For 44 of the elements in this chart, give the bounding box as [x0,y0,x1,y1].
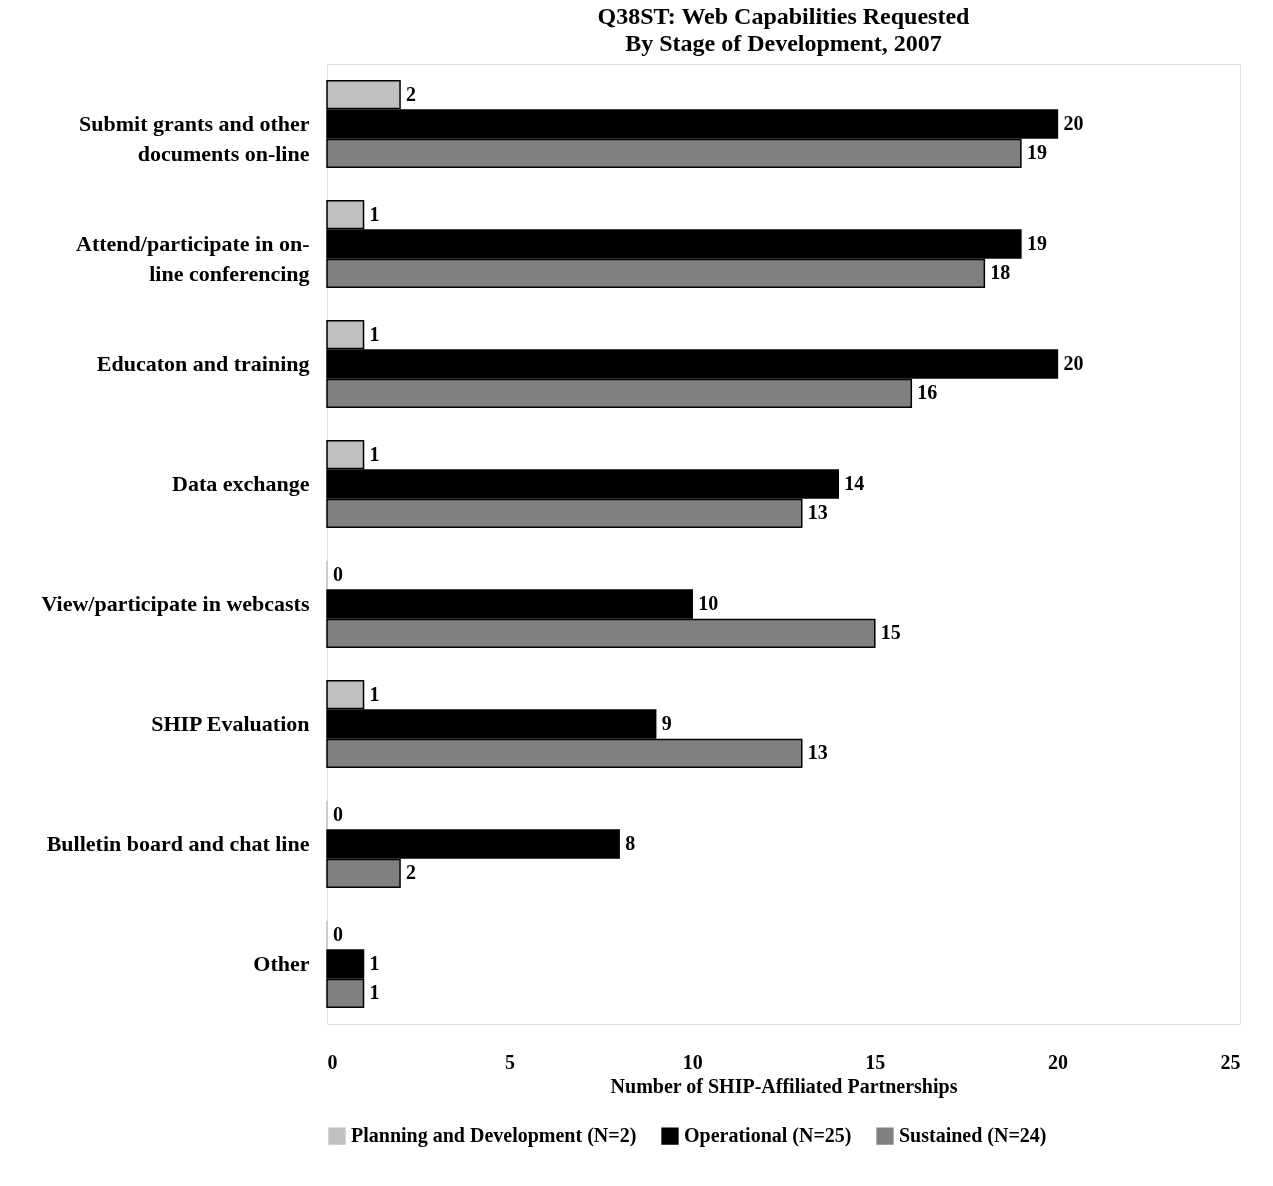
data-label: 1 [369,952,380,974]
y-tick-label: Submit grants and other documents on-line [79,111,310,166]
x-axis-title: Number of SHIP-Affiliated Partnerships [610,1074,958,1098]
data-label: 15 [880,621,901,644]
data-label: 13 [807,741,828,764]
legend-label: Sustained (N=24) [899,1124,1047,1148]
y-tick-label: Other [253,951,310,976]
y-tick-label: Bulletin board and chat line [46,831,310,856]
data-label: 2 [406,861,417,884]
data-label: 0 [333,802,343,825]
data-label: 0 [333,562,343,585]
legend-label: Planning and Development (N=2) [351,1124,637,1148]
data-label: 2 [406,82,417,105]
chart-title: Q38ST: Web Capabilities Requested [597,3,971,29]
legend-label: Operational (N=25) [684,1124,852,1148]
data-label: 20 [1063,112,1084,134]
y-tick-label: Attend/participate in on-line conferencing [76,231,310,286]
y-tick-label: Data exchange [172,471,310,496]
data-label: 14 [844,472,865,494]
y-tick-label: Educaton and training [96,351,310,376]
x-tick-label: 15 [865,1050,886,1073]
data-label: 19 [1026,141,1047,164]
data-label: 1 [369,202,380,225]
y-tick-label: SHIP Evaluation [151,711,310,736]
y-tick-label: View/participate in webcasts [41,591,310,616]
data-label: 18 [990,261,1011,284]
data-label: 1 [369,442,380,465]
data-label: 1 [369,322,380,345]
x-tick-label: 20 [1047,1050,1068,1073]
x-tick-label: 10 [682,1050,703,1073]
data-label: 13 [807,501,828,524]
data-label: 20 [1063,352,1084,374]
chart-subtitle: By Stage of Development, 2007 [625,30,942,56]
data-label: 1 [369,981,380,1004]
x-tick-label: 5 [505,1050,516,1073]
x-tick-label: 0 [327,1050,338,1073]
data-label: 9 [661,712,672,734]
x-tick-label: 25 [1220,1050,1241,1073]
data-label: 0 [333,922,343,945]
data-label: 8 [625,832,636,854]
data-label: 1 [369,682,380,705]
data-label: 19 [1026,232,1047,254]
data-label: 16 [917,381,938,404]
data-label: 10 [698,592,719,614]
